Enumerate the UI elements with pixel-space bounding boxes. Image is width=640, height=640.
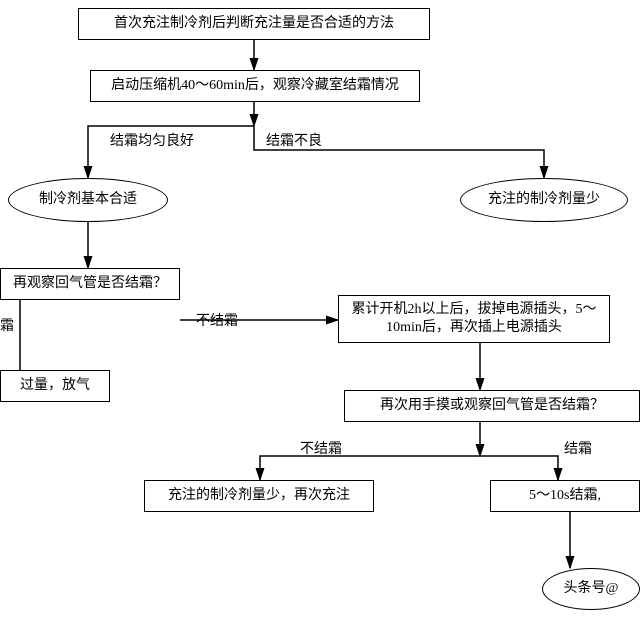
node-refrigerant-low: 充注的制冷剂量少 — [460, 178, 628, 222]
node-recheck-pipe: 再次用手摸或观察回气管是否结霜？ — [344, 390, 640, 422]
node-start-compressor: 启动压缩机40～60min后，观察冷藏室结霜情况 — [90, 70, 420, 102]
label-frost: 霜 — [0, 315, 14, 335]
label-no-frost-2: 不结霜 — [300, 438, 342, 458]
node-end-watermark: 头条号@ — [542, 568, 640, 610]
node-5-10s-frost: 5～10s结霜, — [490, 480, 640, 512]
node-wait-2h: 累计开机2h以上后，拔掉电源插头，5～10min后，再次插上电源插头 — [338, 295, 610, 343]
label-no-frost-1: 不结霜 — [196, 310, 238, 330]
label-frost-yes: 结霜 — [564, 438, 592, 458]
node-too-much-release: 过量，放气 — [0, 370, 110, 402]
node-refrigerant-ok: 制冷剂基本合适 — [8, 178, 168, 222]
node-check-return-pipe: 再观察回气管是否结霜？ — [0, 268, 180, 300]
label-frost-good: 结霜均匀良好 — [110, 130, 194, 150]
label-frost-bad: 结霜不良 — [266, 130, 322, 150]
node-low-recharge: 充注的制冷剂量少，再次充注 — [144, 480, 374, 512]
node-title: 首次充注制冷剂后判断充注量是否合适的方法 — [78, 8, 430, 40]
